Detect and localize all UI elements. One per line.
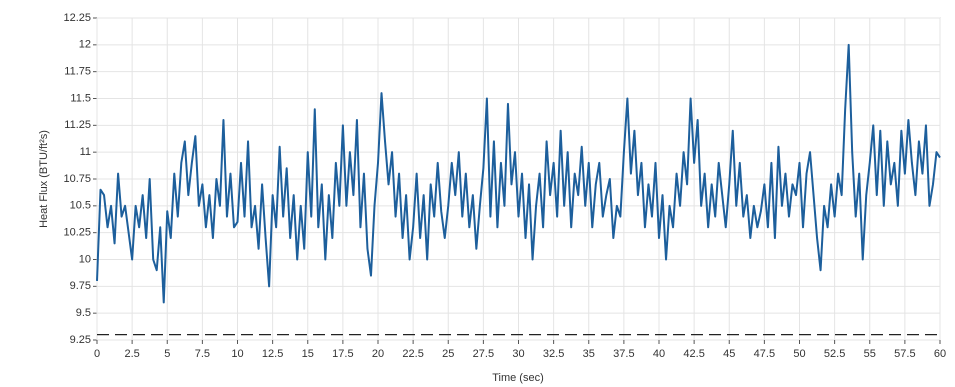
x-tick-label: 10 (231, 348, 243, 360)
y-tick-label: 9.25 (70, 334, 91, 346)
x-tick-label: 35 (583, 348, 595, 360)
x-axis-label: Time (sec) (492, 372, 544, 384)
x-tick-label: 50 (793, 348, 805, 360)
x-tick-label: 42.5 (683, 348, 704, 360)
x-tick-label: 25 (442, 348, 454, 360)
x-tick-label: 20 (372, 348, 384, 360)
x-tick-label: 5 (164, 348, 170, 360)
x-tick-label: 45 (723, 348, 735, 360)
x-tick-label: 40 (653, 348, 665, 360)
x-tick-label: 0 (94, 348, 100, 360)
x-tick-label: 2.5 (124, 348, 139, 360)
y-tick-label: 11.5 (70, 92, 91, 104)
x-tick-label: 57.5 (894, 348, 915, 360)
x-tick-label: 47.5 (754, 348, 775, 360)
y-tick-label: 10.25 (63, 227, 91, 239)
y-tick-label: 9.75 (70, 280, 91, 292)
y-tick-label: 11.25 (64, 119, 91, 131)
y-tick-label: 9.5 (76, 307, 91, 319)
x-tick-label: 30 (512, 348, 524, 360)
y-tick-label: 12 (79, 39, 91, 51)
y-tick-label: 10 (79, 253, 91, 265)
y-tick-label: 10.75 (63, 173, 91, 185)
x-tick-label: 27.5 (473, 348, 494, 360)
data-line (96, 43, 941, 304)
y-tick-label: 12.25 (63, 12, 91, 24)
y-tick-label: 11.75 (64, 66, 91, 78)
x-tick-label: 12.5 (262, 348, 283, 360)
x-tick-label: 52.5 (824, 348, 845, 360)
x-tick-label: 32.5 (543, 348, 564, 360)
y-tick-label: 11 (80, 146, 91, 158)
x-tick-label: 55 (864, 348, 876, 360)
x-tick-label: 17.5 (332, 348, 353, 360)
x-tick-label: 22.5 (402, 348, 423, 360)
x-tick-label: 7.5 (195, 348, 210, 360)
x-tick-label: 60 (934, 348, 946, 360)
x-tick-label: 37.5 (613, 348, 634, 360)
x-tick-label: 15 (302, 348, 314, 360)
y-axis-label: Heat Flux (BTU/ft²s) (38, 130, 50, 228)
y-tick-label: 10.5 (70, 200, 91, 212)
